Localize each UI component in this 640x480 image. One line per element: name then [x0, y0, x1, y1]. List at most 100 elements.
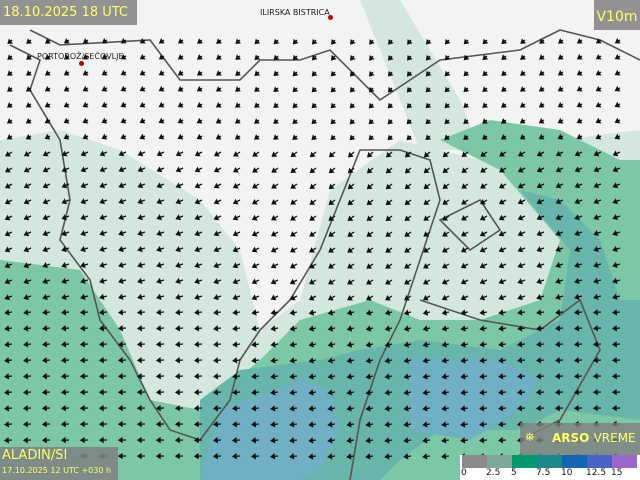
- wind-arrow: [118, 198, 127, 205]
- wind-arrow: [196, 86, 203, 92]
- wind-arrow: [23, 278, 32, 285]
- wind-arrow: [216, 70, 222, 76]
- wind-arrow: [499, 167, 507, 173]
- wind-arrow: [232, 278, 241, 285]
- wind-arrow: [328, 151, 336, 158]
- wind-arrow: [118, 245, 127, 253]
- wind-arrow: [23, 214, 32, 221]
- wind-arrow: [517, 325, 526, 332]
- wind-arrow: [463, 102, 470, 109]
- wind-arrow: [42, 246, 51, 253]
- wind-arrow: [308, 325, 317, 332]
- wind-arrow: [592, 388, 602, 396]
- wind-arrow: [42, 325, 51, 332]
- wind-arrow: [385, 295, 393, 301]
- wind-arrow: [215, 118, 222, 124]
- brand-name: ARSO VREME: [552, 431, 636, 445]
- wind-arrow: [212, 389, 222, 396]
- wind-arrow: [554, 357, 564, 364]
- wind-arrow: [327, 421, 336, 428]
- wind-arrow: [555, 309, 564, 316]
- wind-arrow: [460, 294, 469, 301]
- wind-arrow: [175, 182, 184, 189]
- wind-arrow: [44, 86, 51, 92]
- wind-arrow: [251, 309, 260, 316]
- wind-arrow: [7, 38, 14, 45]
- wind-arrow: [538, 102, 545, 108]
- wind-arrow: [498, 278, 507, 285]
- wind-arrow: [117, 404, 127, 412]
- wind-arrow: [404, 151, 412, 158]
- wind-arrow: [213, 150, 222, 157]
- wind-arrow: [194, 262, 203, 269]
- wind-arrow: [403, 294, 412, 301]
- wind-arrow: [423, 199, 431, 205]
- wind-arrow: [98, 325, 108, 332]
- wind-arrow: [79, 372, 89, 380]
- wind-arrow: [177, 54, 184, 60]
- wind-arrow: [251, 373, 260, 380]
- wind-arrow: [612, 245, 621, 253]
- wind-arrow: [290, 246, 298, 253]
- wind-arrow: [404, 199, 412, 206]
- wind-arrow: [137, 198, 146, 205]
- wind-arrow: [136, 388, 146, 396]
- wind-arrow: [23, 309, 32, 316]
- wind-arrow: [403, 389, 412, 396]
- wind-arrow: [403, 405, 412, 412]
- wind-arrow: [7, 70, 13, 76]
- wind-arrow: [425, 54, 432, 61]
- wind-arrow: [4, 278, 13, 285]
- wind-arrow: [175, 150, 184, 157]
- legend-swatch: [537, 455, 562, 468]
- wind-arrow: [117, 452, 127, 460]
- wind-arrow: [61, 293, 70, 301]
- wind-arrow: [270, 341, 279, 348]
- wind-arrow: [196, 54, 203, 60]
- wind-arrow: [270, 421, 279, 428]
- wind-arrow: [101, 133, 108, 140]
- wind-arrow: [520, 38, 527, 44]
- wind-zone-light-north: [360, 0, 480, 150]
- wind-arrow: [63, 117, 70, 124]
- wind-arrow: [369, 54, 375, 61]
- wind-arrow: [101, 85, 108, 92]
- wind-arrow: [271, 183, 279, 189]
- wind-arrow: [42, 293, 51, 301]
- wind-arrow: [136, 452, 146, 460]
- wind-arrow: [213, 166, 222, 173]
- wind-arrow: [175, 246, 184, 253]
- wind-arrow: [328, 167, 336, 174]
- wind-arrow: [63, 54, 70, 60]
- wind-arrow: [612, 309, 621, 316]
- wind-arrow: [593, 198, 602, 205]
- wind-arrow: [23, 341, 32, 348]
- wind-arrow: [156, 246, 165, 253]
- wind-arrow: [612, 150, 621, 157]
- wind-arrow: [611, 341, 621, 348]
- wind-arrow: [311, 86, 318, 93]
- wind-arrow: [346, 341, 355, 348]
- wind-arrow: [328, 199, 336, 206]
- wind-arrow: [441, 325, 450, 332]
- wind-arrow: [120, 133, 127, 140]
- wind-arrow: [273, 134, 279, 140]
- wind-arrow: [155, 325, 165, 332]
- wind-arrow: [498, 373, 507, 380]
- wind-arrow: [368, 118, 375, 125]
- wind-arrow: [23, 246, 32, 253]
- wind-arrow: [327, 389, 336, 396]
- wind-arrow: [422, 325, 431, 332]
- wind-arrow: [61, 262, 70, 269]
- wind-arrow: [404, 215, 412, 221]
- wind-arrow: [26, 38, 32, 44]
- wind-arrow: [327, 309, 336, 316]
- wind-arrow: [158, 69, 165, 76]
- wind-arrow: [98, 420, 108, 428]
- wind-arrow: [175, 262, 184, 269]
- wind-arrow: [155, 436, 165, 444]
- wind-arrow: [158, 85, 165, 92]
- wind-arrow: [309, 183, 317, 189]
- wind-arrow: [120, 38, 127, 44]
- wind-arrow: [118, 230, 127, 237]
